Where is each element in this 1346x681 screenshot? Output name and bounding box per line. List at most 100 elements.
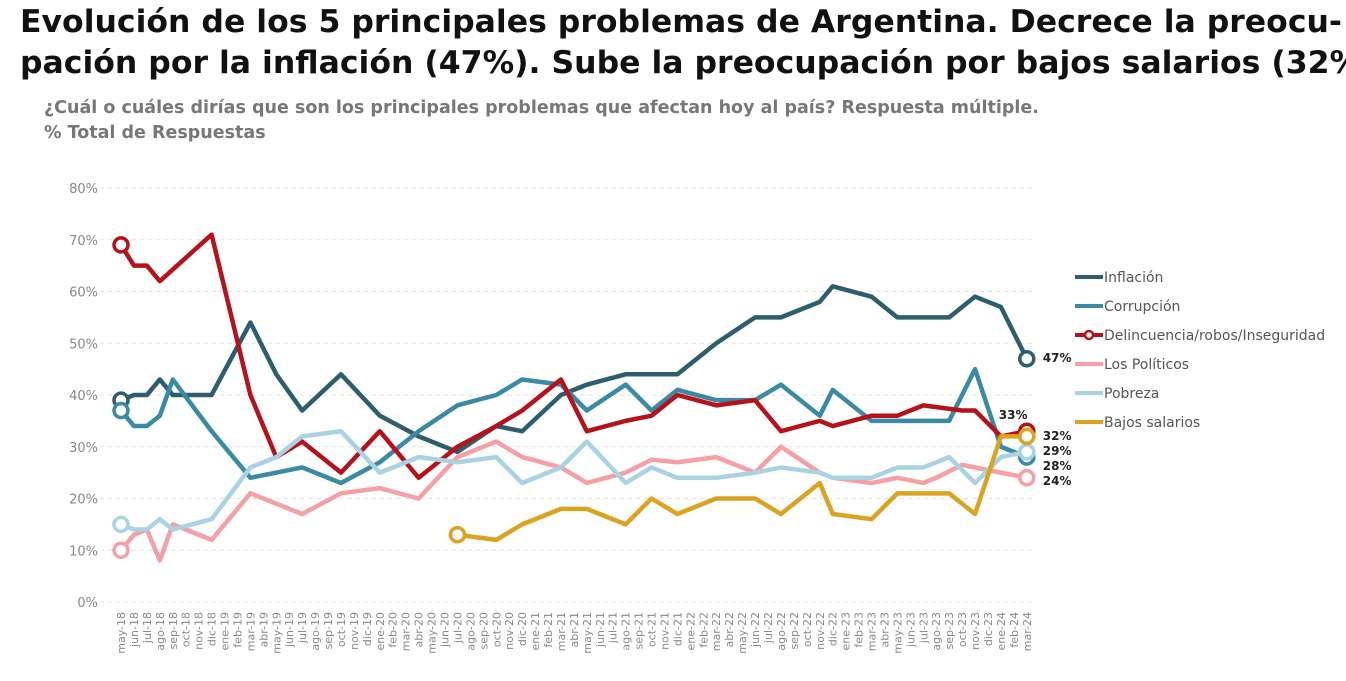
end-value-label: 28% xyxy=(1043,459,1072,473)
x-tick-label: jun-23 xyxy=(904,612,917,648)
x-tick-label: ago-23 xyxy=(930,612,943,651)
x-tick-label: feb-19 xyxy=(231,612,244,648)
x-tick-label: mar-20 xyxy=(400,612,413,651)
legend-label: Pobreza xyxy=(1104,386,1159,402)
x-tick-label: abr-19 xyxy=(257,612,270,648)
y-tick-label: 30% xyxy=(69,441,98,456)
x-tick-label: ago-18 xyxy=(154,612,167,651)
x-tick-label: dic-20 xyxy=(516,612,529,646)
x-tick-label: abr-20 xyxy=(413,612,426,648)
legend-label: Corrupción xyxy=(1104,299,1180,315)
x-tick-label: ago-22 xyxy=(775,612,788,651)
x-tick-label: ene-24 xyxy=(995,612,1008,650)
x-tick-label: dic-21 xyxy=(671,612,684,646)
x-tick-label: jul-19 xyxy=(296,612,309,644)
x-tick-label: sep-19 xyxy=(322,612,335,649)
x-tick-label: oct-23 xyxy=(956,612,969,647)
x-tick-label: nov-22 xyxy=(814,612,827,650)
x-tick-label: abr-22 xyxy=(723,612,736,648)
x-tick-label: jun-21 xyxy=(594,612,607,648)
end-marker xyxy=(1018,443,1036,461)
x-tick-label: dic-19 xyxy=(361,612,374,646)
legend-label: Inflación xyxy=(1104,270,1163,286)
x-tick-label: jun-19 xyxy=(283,612,296,648)
start-marker xyxy=(448,525,467,544)
y-tick-label: 40% xyxy=(69,389,98,404)
x-tick-label: may-22 xyxy=(736,612,749,654)
end-marker xyxy=(1018,469,1036,487)
x-tick-label: sep-23 xyxy=(943,612,956,649)
start-marker xyxy=(112,541,130,559)
legend-label: Los Políticos xyxy=(1104,357,1189,373)
x-tick-label: sep-18 xyxy=(167,612,180,649)
x-tick-label: abr-23 xyxy=(878,612,891,648)
x-tick-label: jun-18 xyxy=(128,612,141,648)
legend-label: Delincuencia/robos/Inseguridad xyxy=(1104,328,1325,344)
title-line-2: pación por la inflación (47%). Sube la p… xyxy=(20,45,1346,81)
x-tick-label: ago-20 xyxy=(464,612,477,651)
end-value-label: 32% xyxy=(1043,429,1072,443)
subtitle-line-1: ¿Cuál o cuáles dirías que son los princi… xyxy=(44,98,1039,118)
end-value-label: 29% xyxy=(1043,444,1072,458)
chart-subtitle: ¿Cuál o cuáles dirías que son los princi… xyxy=(44,96,1039,146)
x-tick-label: sep-22 xyxy=(788,612,801,649)
x-tick-label: oct-21 xyxy=(646,612,659,647)
x-tick-label: dic-18 xyxy=(206,612,219,646)
x-tick-label: mar-21 xyxy=(555,612,568,651)
series-line-2 xyxy=(119,232,1028,481)
start-marker xyxy=(112,401,130,420)
x-tick-label: dic-23 xyxy=(982,612,995,646)
legend-marker xyxy=(1083,329,1095,341)
end-value-label: 47% xyxy=(1043,351,1072,365)
x-tick-label: ene-20 xyxy=(374,612,387,650)
x-tick-label: oct-18 xyxy=(180,612,193,647)
x-tick-label: feb-22 xyxy=(697,612,710,648)
x-tick-label: sep-20 xyxy=(477,612,490,649)
start-marker xyxy=(112,515,130,534)
x-tick-label: may-23 xyxy=(891,612,904,654)
y-tick-label: 60% xyxy=(69,286,98,301)
x-tick-label: feb-24 xyxy=(1008,612,1021,648)
x-tick-label: mar-19 xyxy=(244,612,257,651)
x-tick-label: nov-21 xyxy=(658,612,671,650)
x-tick-label: oct-19 xyxy=(335,612,348,647)
x-tick-label: feb-23 xyxy=(853,612,866,648)
x-tick-label: jul-18 xyxy=(141,612,154,644)
y-tick-label: 0% xyxy=(77,596,98,611)
y-tick-label: 80% xyxy=(69,182,98,197)
x-tick-label: may-20 xyxy=(426,612,439,654)
chart-title: Evolución de los 5 principales problemas… xyxy=(20,2,1346,84)
x-tick-label: may-21 xyxy=(581,612,594,654)
end-marker xyxy=(1018,350,1036,368)
x-tick-label: mar-22 xyxy=(710,612,723,651)
series-line-1 xyxy=(119,366,1028,486)
x-tick-label: mar-23 xyxy=(866,612,879,651)
end-marker xyxy=(1018,427,1036,446)
y-tick-label: 20% xyxy=(69,493,98,508)
x-tick-label: ago-19 xyxy=(309,612,322,651)
x-tick-label: ago-21 xyxy=(620,612,633,651)
title-line-1: Evolución de los 5 principales problemas… xyxy=(20,4,1342,40)
series-line-4 xyxy=(120,428,1028,532)
x-tick-label: jun-20 xyxy=(439,612,452,648)
end-value-label: 33% xyxy=(999,408,1028,422)
series-line-0 xyxy=(120,284,1029,455)
x-tick-label: ene-19 xyxy=(219,612,232,650)
y-tick-label: 50% xyxy=(69,337,98,352)
x-tick-label: jul-20 xyxy=(451,612,464,644)
x-tick-label: abr-21 xyxy=(568,612,581,648)
x-tick-label: mar-24 xyxy=(1021,612,1034,651)
end-value-label: 24% xyxy=(1043,474,1072,488)
x-tick-label: oct-22 xyxy=(801,612,814,647)
x-tick-label: may-19 xyxy=(270,612,283,654)
x-tick-label: may-18 xyxy=(115,612,128,654)
x-tick-label: feb-20 xyxy=(387,612,400,648)
start-marker xyxy=(112,236,130,254)
x-tick-label: ene-23 xyxy=(840,612,853,650)
x-tick-label: sep-21 xyxy=(633,612,646,649)
x-tick-label: jul-22 xyxy=(762,612,775,644)
legend-label: Bajos salarios xyxy=(1104,415,1200,431)
x-tick-label: ene-22 xyxy=(684,612,697,650)
x-tick-label: dic-22 xyxy=(827,612,840,646)
